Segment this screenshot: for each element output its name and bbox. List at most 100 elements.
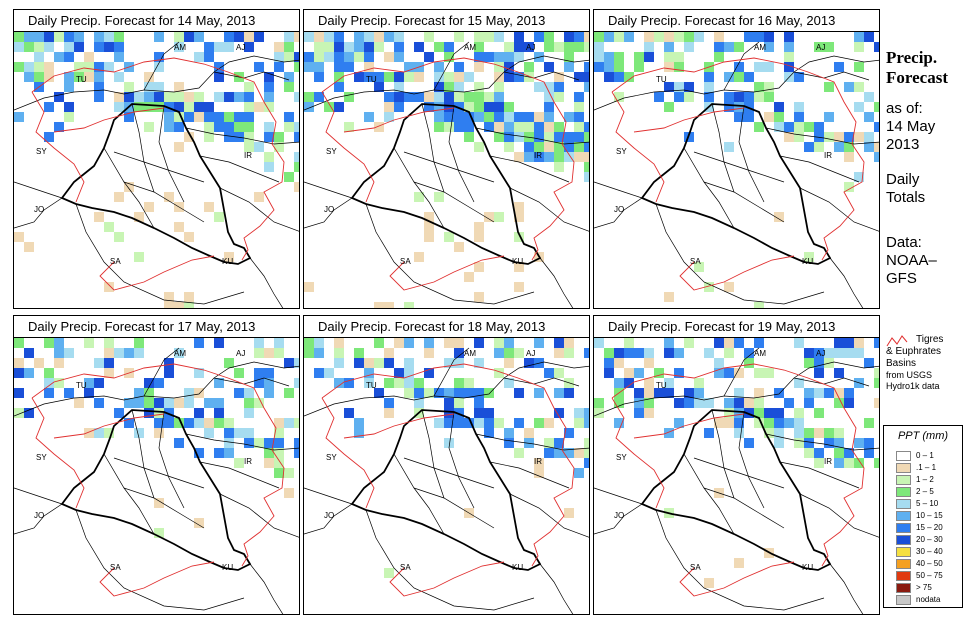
precip-cell	[414, 388, 424, 398]
precip-cell	[854, 82, 864, 92]
precip-cell	[54, 92, 64, 102]
ppt-swatch	[896, 559, 911, 569]
precip-cell	[854, 132, 864, 142]
precip-cell	[584, 152, 589, 162]
precip-cell	[834, 132, 844, 142]
precip-cell	[464, 122, 474, 132]
precip-cell	[544, 32, 554, 42]
precip-cell	[594, 408, 604, 418]
precip-cell	[674, 398, 684, 408]
forecast-map: AM AJ TU SY IR JO SA KU	[304, 338, 589, 614]
ppt-label: 10 – 15	[916, 511, 943, 520]
country-label: JO	[34, 205, 44, 214]
precip-cell	[554, 82, 564, 92]
precip-cell	[624, 338, 634, 348]
admin-border	[594, 503, 643, 535]
precip-cell	[794, 378, 804, 388]
precip-cell	[284, 358, 294, 368]
precip-cell	[594, 52, 604, 62]
basin-boundary	[321, 397, 375, 509]
precip-cell	[374, 338, 384, 348]
precip-cell	[524, 112, 534, 122]
precip-cell	[164, 358, 174, 368]
precip-cell	[344, 408, 354, 418]
admin-border	[711, 103, 735, 193]
precip-cell	[424, 338, 434, 348]
admin-border	[779, 461, 860, 489]
side-asof: as of: 14 May 2013	[886, 100, 935, 154]
admin-border	[249, 257, 284, 308]
precip-cell	[144, 82, 154, 92]
precip-cell	[484, 418, 494, 428]
precip-cell	[154, 528, 164, 538]
precip-cell	[514, 112, 524, 122]
precip-cell	[24, 242, 34, 252]
precip-cell	[814, 122, 824, 132]
precip-cell	[174, 222, 184, 232]
precip-cell	[734, 428, 744, 438]
side-title-line1: Precip.	[886, 48, 938, 67]
country-label: SA	[690, 563, 701, 572]
precip-cell	[444, 358, 454, 368]
precip-cell	[514, 122, 524, 132]
precip-cell	[114, 192, 124, 202]
precip-cell	[64, 82, 74, 92]
precip-cell	[544, 82, 554, 92]
precip-cell	[814, 428, 824, 438]
precip-cell	[104, 222, 114, 232]
precip-cell	[204, 132, 214, 142]
daily-line2: Totals	[886, 189, 926, 206]
precip-cell	[594, 32, 604, 42]
precip-cell	[734, 558, 744, 568]
precip-cell	[204, 398, 214, 408]
precip-cell	[534, 82, 544, 92]
precip-cell	[24, 72, 34, 82]
precip-cell	[434, 72, 444, 82]
precip-cell	[764, 408, 774, 418]
precip-cell	[224, 112, 234, 122]
ppt-label: 15 – 20	[916, 523, 943, 532]
precip-cell	[784, 122, 794, 132]
precip-cell	[674, 92, 684, 102]
precip-cell	[254, 62, 264, 72]
precip-cell	[654, 368, 664, 378]
precip-cell	[674, 62, 684, 72]
precip-cell	[424, 52, 434, 62]
precip-cell	[824, 428, 834, 438]
precip-cell	[294, 182, 299, 192]
country-label: TU	[76, 381, 87, 390]
precip-cell	[144, 378, 154, 388]
precip-cell	[734, 338, 744, 348]
precip-cell	[164, 302, 174, 308]
precip-cell	[584, 348, 589, 358]
precip-cell	[184, 418, 194, 428]
precip-cell	[634, 388, 644, 398]
precip-cell	[724, 72, 734, 82]
precip-cell	[234, 428, 244, 438]
precip-cell	[374, 72, 384, 82]
precip-cell	[544, 102, 554, 112]
admin-border	[509, 493, 589, 538]
precip-cell	[514, 262, 524, 272]
precip-cell	[364, 358, 374, 368]
precip-cell	[734, 42, 744, 52]
precip-cell	[624, 378, 634, 388]
precip-cell	[834, 338, 844, 348]
admin-border	[594, 197, 643, 229]
country-label: JO	[34, 511, 44, 520]
precip-cell	[604, 348, 614, 358]
precip-cell	[224, 132, 234, 142]
precip-cell	[834, 368, 844, 378]
precip-cell	[664, 82, 674, 92]
precip-cell	[264, 378, 274, 388]
precip-cell	[734, 102, 744, 112]
precip-cell	[774, 112, 784, 122]
precip-cell	[664, 102, 674, 112]
admin-border	[14, 181, 63, 199]
ppt-swatch	[896, 511, 911, 521]
precip-cell	[344, 62, 354, 72]
ppt-label: 20 – 30	[916, 535, 943, 544]
admin-border	[723, 41, 760, 91]
precip-cell	[814, 368, 824, 378]
precip-cell	[814, 348, 824, 358]
